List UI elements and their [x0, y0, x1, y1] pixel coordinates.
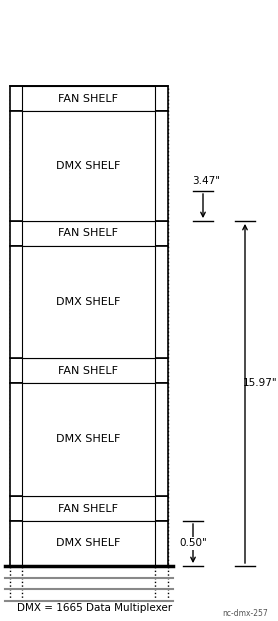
Bar	[10, 496, 168, 521]
Text: DMX SHELF: DMX SHELF	[56, 538, 121, 548]
Bar	[10, 221, 168, 246]
Text: DMX SHELF: DMX SHELF	[56, 435, 121, 445]
Bar	[22, 521, 155, 566]
Bar	[22, 111, 155, 221]
Bar	[10, 358, 168, 383]
Text: DMX = 1665 Data Multiplexer: DMX = 1665 Data Multiplexer	[18, 603, 173, 613]
Text: DMX SHELF: DMX SHELF	[56, 297, 121, 307]
Text: FAN SHELF: FAN SHELF	[58, 504, 118, 514]
Text: 3.47": 3.47"	[192, 176, 220, 186]
Bar	[10, 86, 168, 111]
Bar	[22, 246, 155, 358]
Bar	[10, 521, 168, 566]
Text: FAN SHELF: FAN SHELF	[58, 94, 118, 104]
Bar	[10, 246, 168, 358]
Bar	[22, 221, 155, 246]
Text: FAN SHELF: FAN SHELF	[58, 229, 118, 238]
Bar	[22, 496, 155, 521]
Bar	[10, 383, 168, 496]
Bar	[22, 86, 155, 111]
Text: nc-dmx-257: nc-dmx-257	[222, 609, 268, 618]
Bar	[22, 358, 155, 383]
Text: 0.50": 0.50"	[179, 538, 207, 548]
Text: 15.97": 15.97"	[243, 379, 278, 389]
Text: FAN SHELF: FAN SHELF	[58, 366, 118, 376]
Bar	[22, 383, 155, 496]
Text: DMX SHELF: DMX SHELF	[56, 161, 121, 171]
Bar	[10, 111, 168, 221]
